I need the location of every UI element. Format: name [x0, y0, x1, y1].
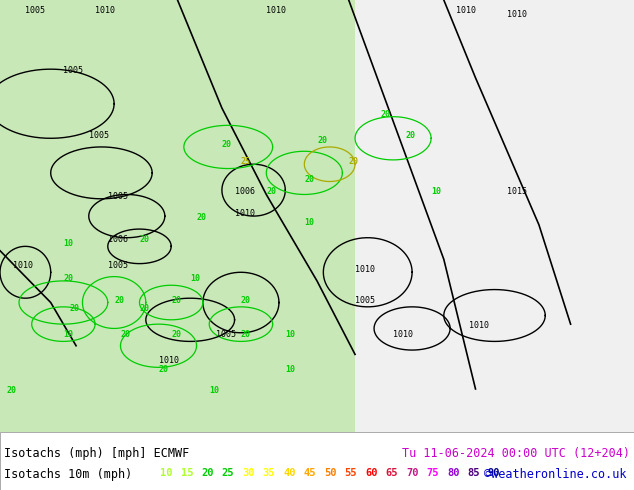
Text: 10: 10: [304, 218, 314, 227]
Text: 25: 25: [221, 468, 234, 478]
Text: 1010: 1010: [158, 356, 179, 365]
Text: 10: 10: [160, 468, 172, 478]
Text: 10: 10: [63, 239, 74, 248]
Text: 20: 20: [114, 295, 124, 304]
Text: 20: 20: [63, 274, 74, 283]
Text: 1005: 1005: [355, 295, 375, 304]
Text: 65: 65: [385, 468, 398, 478]
Text: 20: 20: [380, 110, 391, 119]
Text: 1010: 1010: [266, 6, 287, 15]
Text: 1005: 1005: [108, 192, 128, 201]
Text: 25: 25: [241, 157, 251, 166]
Text: 1005: 1005: [25, 6, 46, 15]
Text: 40: 40: [283, 468, 295, 478]
Text: 20: 20: [171, 295, 181, 304]
Text: 1010: 1010: [507, 10, 527, 19]
Text: 20: 20: [317, 136, 327, 145]
Text: 20: 20: [406, 131, 416, 140]
Text: ©weatheronline.co.uk: ©weatheronline.co.uk: [484, 468, 626, 481]
Text: 60: 60: [365, 468, 377, 478]
Text: 10: 10: [209, 386, 219, 395]
Text: 1005: 1005: [89, 131, 109, 140]
Text: 70: 70: [406, 468, 418, 478]
Text: 20: 20: [171, 330, 181, 339]
Text: 1010: 1010: [355, 265, 375, 274]
Text: 15: 15: [181, 468, 193, 478]
Text: 10: 10: [190, 274, 200, 283]
Text: 35: 35: [262, 468, 275, 478]
Text: 20: 20: [349, 157, 359, 166]
Text: 10: 10: [285, 330, 295, 339]
Text: 90: 90: [488, 468, 500, 478]
Text: 75: 75: [427, 468, 439, 478]
Text: 20: 20: [266, 188, 276, 196]
Text: 20: 20: [70, 304, 80, 313]
Text: 20: 20: [158, 365, 169, 374]
Text: 20: 20: [304, 174, 314, 184]
Bar: [355, 0, 634, 432]
Text: Tu 11-06-2024 00:00 UTC (12+204): Tu 11-06-2024 00:00 UTC (12+204): [402, 447, 630, 460]
Text: Isotachs 10m (mph): Isotachs 10m (mph): [4, 468, 133, 481]
Text: 80: 80: [447, 468, 460, 478]
Text: 50: 50: [324, 468, 337, 478]
Text: 1005: 1005: [63, 67, 84, 75]
Bar: [0, 0, 355, 432]
Text: 1010: 1010: [393, 330, 413, 339]
Text: 55: 55: [344, 468, 357, 478]
Text: 10: 10: [285, 365, 295, 374]
Text: 45: 45: [304, 468, 316, 478]
Text: Isotachs (mph) [mph] ECMWF: Isotachs (mph) [mph] ECMWF: [4, 447, 190, 460]
Text: 1010: 1010: [95, 6, 115, 15]
Text: 20: 20: [222, 140, 232, 149]
Text: 20: 20: [241, 330, 251, 339]
Text: 1010: 1010: [456, 6, 477, 15]
Text: 1005: 1005: [216, 330, 236, 339]
Text: 1015: 1015: [507, 188, 527, 196]
Text: 10: 10: [63, 330, 74, 339]
Text: 20: 20: [6, 386, 16, 395]
Text: 1005: 1005: [108, 261, 128, 270]
Text: 1010: 1010: [469, 321, 489, 330]
Text: 1010: 1010: [235, 209, 255, 218]
Text: 1010: 1010: [13, 261, 33, 270]
Text: 20: 20: [197, 214, 207, 222]
Text: 1006: 1006: [108, 235, 128, 244]
Text: 20: 20: [139, 235, 150, 244]
Text: 20: 20: [120, 330, 131, 339]
Text: 20: 20: [241, 295, 251, 304]
Text: 20: 20: [139, 304, 150, 313]
Text: 85: 85: [467, 468, 480, 478]
Text: 1006: 1006: [235, 188, 255, 196]
Text: 30: 30: [242, 468, 254, 478]
Text: 20: 20: [201, 468, 214, 478]
Text: 10: 10: [431, 188, 441, 196]
